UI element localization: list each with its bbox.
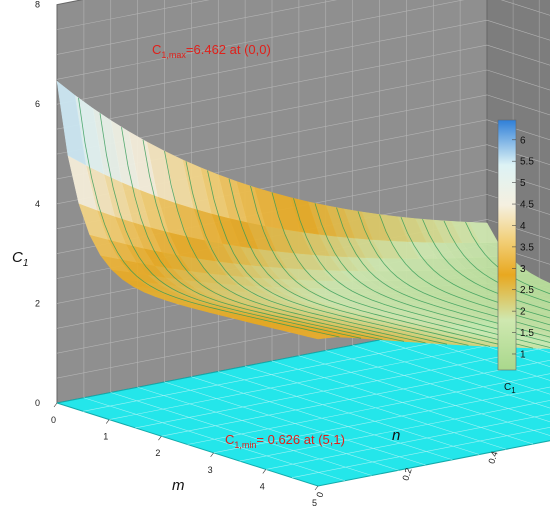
x-tick-mark (314, 485, 319, 491)
contour-line (207, 170, 469, 346)
colorbar-ticks: 1 1.5 2 2.5 3 3.5 4 4.5 5 5.5 6 (512, 135, 534, 360)
floor-gridline (379, 339, 550, 395)
colorbar (497, 119, 517, 371)
contour-line (314, 203, 550, 343)
wall-gridline (56, 69, 550, 155)
colorbar-tick-label: 5 (520, 178, 526, 189)
floor-gridline (406, 334, 550, 381)
wall-gridline (56, 0, 338, 55)
floor-gridline (325, 350, 550, 423)
x-tick-mark (53, 402, 58, 408)
contour-line (422, 219, 550, 312)
z-tick-label: 4 (35, 199, 40, 209)
min-annotation: C1,min= 0.626 at (5,1) (225, 432, 345, 450)
floor-gridline (110, 392, 372, 476)
x-tick-mark (105, 419, 110, 424)
x-tick-label: 0 (51, 415, 56, 425)
colorbar-tick-label: 2 (520, 307, 526, 318)
floor-gridline (164, 381, 426, 466)
y-axis-label: n (392, 427, 400, 444)
floor-plane (56, 318, 550, 487)
z-tick-label: 0 (35, 398, 40, 408)
x-tick-mark (262, 469, 267, 474)
colorbar-label: C1 (504, 382, 516, 395)
y-tick-label: 0.4 (486, 450, 499, 465)
colorbar-tick-label: 1.5 (520, 328, 534, 339)
x-tick-label: 5 (312, 498, 317, 508)
contour-line (99, 113, 362, 339)
x-axis-label: m (172, 477, 185, 494)
wall-gridline (56, 44, 550, 130)
wall-gridline (56, 94, 550, 180)
wall-gridline (56, 0, 210, 30)
colorbar-tick-label: 4.5 (520, 200, 534, 211)
contour-line (228, 178, 491, 347)
contour-line (164, 151, 426, 344)
x-tick-label: 4 (260, 481, 265, 491)
floor-gridline (218, 371, 480, 455)
colorbar-tick-label: 4 (520, 221, 526, 232)
floor-gridline (352, 344, 550, 409)
contour-line (271, 192, 534, 349)
colorbar-tick-label: 2.5 (520, 285, 534, 296)
contour-line (250, 185, 512, 348)
y-tick-label: 0 (314, 491, 325, 499)
x-tick-label: 1 (103, 432, 108, 442)
contour-line (336, 207, 550, 338)
contour-line (142, 139, 405, 342)
floor-gridline (83, 397, 345, 482)
colorbar-tick-label: 3 (520, 264, 526, 275)
x-tick-label: 3 (208, 465, 213, 475)
contour-line (357, 211, 550, 332)
floor-gridline (137, 386, 399, 471)
colorbar-tick-label: 6 (520, 135, 526, 146)
surface-contour-lines (78, 97, 550, 349)
surface-patch (56, 80, 87, 166)
floor-gridline (191, 376, 453, 461)
floor-gridline (245, 365, 507, 450)
z-tick-label: 8 (35, 0, 40, 10)
z-tick-label: 2 (35, 298, 40, 308)
contour-line (121, 127, 383, 341)
colorbar-tick-label: 5.5 (520, 157, 534, 168)
contour-line (185, 161, 448, 345)
max-annotation: C1,max=6.462 at (0,0) (152, 42, 271, 60)
wall-gridline (56, 0, 550, 80)
x-tick-mark (158, 436, 162, 441)
colorbar-tick-label: 3.5 (520, 242, 534, 253)
floor-gridline (298, 355, 550, 436)
z-tick-label: 6 (35, 99, 40, 109)
z-axis-label: C1 (12, 249, 28, 269)
floor-gridline (271, 360, 534, 445)
contour-line (78, 97, 340, 338)
contour-line (443, 220, 550, 304)
contour-line (400, 216, 550, 319)
x-tick-mark (210, 452, 214, 457)
colorbar-tick-label: 1 (520, 349, 526, 360)
x-tick-label: 2 (155, 448, 160, 458)
wall-gridline (56, 19, 550, 105)
y-tick-label: 0.2 (400, 467, 413, 482)
